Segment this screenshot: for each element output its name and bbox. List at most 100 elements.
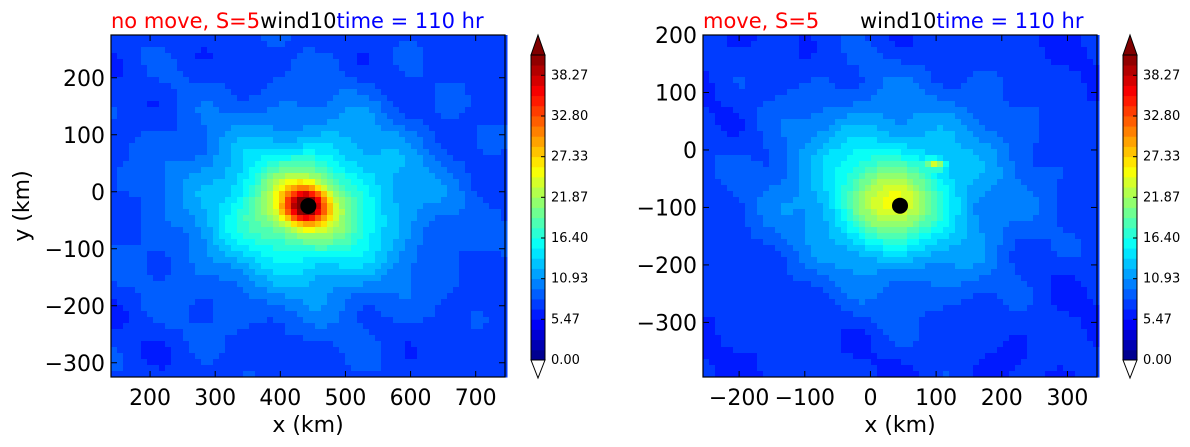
field-cell (381, 269, 388, 276)
field-cell (165, 287, 172, 294)
field-cell (129, 209, 136, 216)
field-cell (303, 179, 310, 186)
field-cell (333, 173, 340, 180)
field-cell (273, 251, 280, 258)
field-cell (417, 209, 424, 216)
field-cell (177, 293, 184, 300)
field-cell (727, 107, 734, 114)
field-cell (889, 47, 896, 54)
field-cell (1051, 53, 1058, 60)
field-cell (219, 149, 226, 156)
field-cell (1051, 35, 1058, 42)
field-cell (321, 179, 328, 186)
field-cell (805, 35, 812, 42)
field-cell (291, 59, 298, 66)
field-cell (919, 89, 926, 96)
field-cell (829, 107, 836, 114)
field-cell (381, 107, 388, 114)
field-cell (189, 251, 196, 258)
field-cell (399, 53, 406, 60)
field-cell (369, 35, 376, 42)
field-cell (1033, 71, 1040, 78)
field-cell (261, 359, 268, 366)
field-cell (321, 365, 328, 372)
field-cell (417, 329, 424, 336)
field-cell (333, 179, 340, 186)
field-cell (249, 101, 256, 108)
field-cell (411, 95, 418, 102)
field-cell (213, 323, 220, 330)
field-cell (183, 89, 190, 96)
field-cell (267, 83, 274, 90)
field-cell (447, 101, 454, 108)
field-cell (1045, 77, 1052, 84)
chart-title: no move, S=5wind10time = 110 hr (111, 9, 484, 33)
field-cell (117, 203, 124, 210)
field-cell (147, 95, 154, 102)
field-cell (489, 197, 496, 204)
field-cell (907, 53, 914, 60)
field-cell (961, 71, 968, 78)
field-cell (147, 281, 154, 288)
field-cell (489, 323, 496, 330)
field-cell (979, 35, 986, 42)
field-cell (489, 131, 496, 138)
field-cell (345, 335, 352, 342)
field-cell (931, 71, 938, 78)
field-cell (381, 149, 388, 156)
field-cell (141, 65, 148, 72)
field-cell (303, 125, 310, 132)
field-cell (471, 209, 478, 216)
field-cell (243, 239, 250, 246)
field-cell (441, 107, 448, 114)
field-cell (727, 59, 734, 66)
field-cell (339, 143, 346, 150)
field-cell (1075, 119, 1082, 126)
field-cell (883, 47, 890, 54)
field-cell (351, 179, 358, 186)
field-cell (345, 53, 352, 60)
field-cell (207, 233, 214, 240)
field-cell (399, 305, 406, 312)
field-cell (459, 155, 466, 162)
field-cell (793, 119, 800, 126)
field-cell (847, 65, 854, 72)
field-cell (787, 77, 794, 84)
field-cell (435, 191, 442, 198)
field-cell (207, 65, 214, 72)
field-cell (489, 149, 496, 156)
field-cell (399, 365, 406, 372)
field-cell (1057, 47, 1064, 54)
field-cell (441, 191, 448, 198)
field-cell (303, 275, 310, 282)
field-cell (411, 257, 418, 264)
field-cell (321, 299, 328, 306)
field-cell (793, 131, 800, 138)
field-cell (129, 173, 136, 180)
field-cell (393, 317, 400, 324)
field-cell (201, 119, 208, 126)
field-cell (255, 305, 262, 312)
field-cell (363, 317, 370, 324)
field-cell (889, 77, 896, 84)
field-cell (327, 341, 334, 348)
field-cell (769, 95, 776, 102)
field-cell (393, 275, 400, 282)
field-cell (291, 281, 298, 288)
field-cell (799, 83, 806, 90)
field-cell (793, 35, 800, 42)
field-cell (757, 125, 764, 132)
field-cell (189, 89, 196, 96)
field-cell (135, 113, 142, 120)
field-cell (159, 329, 166, 336)
field-cell (435, 83, 442, 90)
field-cell (309, 233, 316, 240)
field-cell (501, 293, 508, 300)
field-cell (477, 77, 484, 84)
field-cell (189, 197, 196, 204)
field-cell (787, 47, 794, 54)
field-cell (859, 65, 866, 72)
field-cell (351, 137, 358, 144)
field-cell (411, 293, 418, 300)
field-cell (129, 353, 136, 360)
